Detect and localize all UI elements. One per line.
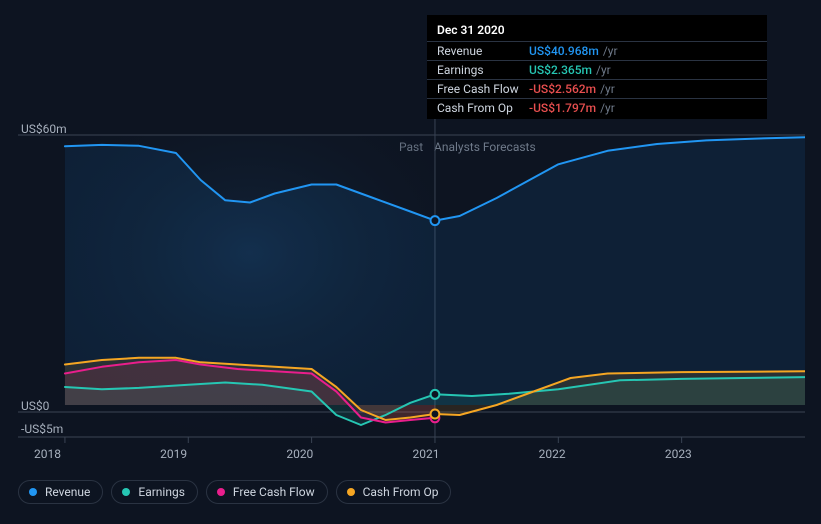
tooltip-row: Free Cash Flow-US$2.562m/yr (427, 80, 767, 99)
tooltip-row-value: US$2.365m (529, 63, 592, 77)
tooltip-row-unit: /yr (600, 82, 615, 96)
legend-item-revenue[interactable]: Revenue (18, 480, 103, 504)
tooltip-row-unit: /yr (600, 101, 615, 115)
legend-label: Earnings (138, 485, 185, 499)
tooltip-row: EarningsUS$2.365m/yr (427, 61, 767, 80)
tooltip-row-label: Free Cash Flow (437, 82, 529, 96)
legend-label: Free Cash Flow (233, 485, 315, 499)
tooltip-row-value: -US$1.797m (529, 101, 596, 115)
legend-dot-icon (217, 488, 225, 496)
tooltip-row-value: US$40.968m (529, 44, 599, 58)
tooltip-row-label: Cash From Op (437, 101, 529, 115)
legend-item-fcf[interactable]: Free Cash Flow (206, 480, 328, 504)
tooltip-row-label: Earnings (437, 63, 529, 77)
tooltip-row-unit: /yr (603, 44, 618, 58)
legend-item-earnings[interactable]: Earnings (111, 480, 198, 504)
x-axis-label: 2019 (160, 447, 187, 461)
x-axis-label: 2023 (665, 447, 692, 461)
tooltip-row: Cash From Op-US$1.797m/yr (427, 99, 767, 117)
tooltip-date: Dec 31 2020 (427, 19, 767, 42)
legend-dot-icon (347, 488, 355, 496)
legend-dot-icon (29, 488, 37, 496)
chart-tooltip: Dec 31 2020 RevenueUS$40.968m/yrEarnings… (427, 15, 767, 119)
legend-label: Revenue (45, 485, 90, 499)
legend-dot-icon (122, 488, 130, 496)
x-axis-label: 2018 (34, 447, 61, 461)
x-axis-label: 2020 (286, 447, 313, 461)
legend-label: Cash From Op (363, 485, 439, 499)
tooltip-row: RevenueUS$40.968m/yr (427, 42, 767, 61)
legend-item-cfo[interactable]: Cash From Op (336, 480, 452, 504)
chart-legend: Revenue Earnings Free Cash Flow Cash From O… (18, 480, 451, 504)
tooltip-row-label: Revenue (437, 44, 529, 58)
tooltip-row-unit: /yr (596, 63, 611, 77)
x-axis-label: 2021 (413, 447, 440, 461)
x-axis-label: 2022 (539, 447, 566, 461)
tooltip-row-value: -US$2.562m (529, 82, 596, 96)
